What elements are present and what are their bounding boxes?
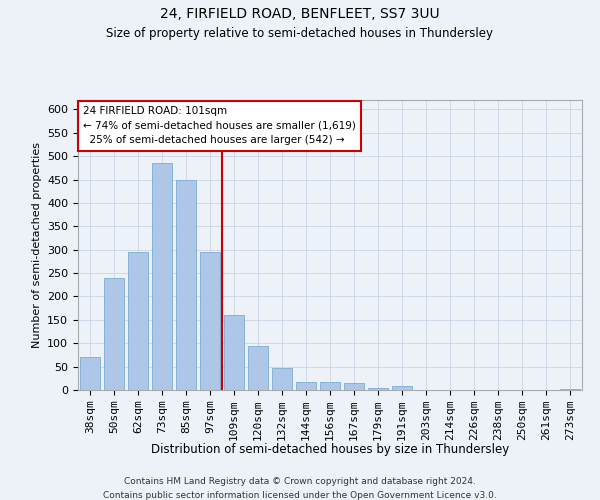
Bar <box>80 358 100 390</box>
Bar <box>392 386 412 390</box>
Text: Contains public sector information licensed under the Open Government Licence v3: Contains public sector information licen… <box>103 491 497 500</box>
Bar <box>104 278 124 390</box>
Bar <box>368 388 388 390</box>
Bar <box>248 346 268 390</box>
Text: Contains HM Land Registry data © Crown copyright and database right 2024.: Contains HM Land Registry data © Crown c… <box>124 478 476 486</box>
Bar <box>296 382 316 390</box>
Text: 24 FIRFIELD ROAD: 101sqm
← 74% of semi-detached houses are smaller (1,619)
  25%: 24 FIRFIELD ROAD: 101sqm ← 74% of semi-d… <box>83 106 356 146</box>
Bar <box>272 368 292 390</box>
Bar <box>560 388 580 390</box>
Text: 24, FIRFIELD ROAD, BENFLEET, SS7 3UU: 24, FIRFIELD ROAD, BENFLEET, SS7 3UU <box>160 8 440 22</box>
Y-axis label: Number of semi-detached properties: Number of semi-detached properties <box>32 142 41 348</box>
Bar <box>200 252 220 390</box>
Text: Size of property relative to semi-detached houses in Thundersley: Size of property relative to semi-detach… <box>107 28 493 40</box>
Bar <box>224 315 244 390</box>
Bar <box>128 252 148 390</box>
Bar <box>152 163 172 390</box>
Bar <box>320 382 340 390</box>
Text: Distribution of semi-detached houses by size in Thundersley: Distribution of semi-detached houses by … <box>151 442 509 456</box>
Bar <box>344 383 364 390</box>
Bar <box>176 180 196 390</box>
